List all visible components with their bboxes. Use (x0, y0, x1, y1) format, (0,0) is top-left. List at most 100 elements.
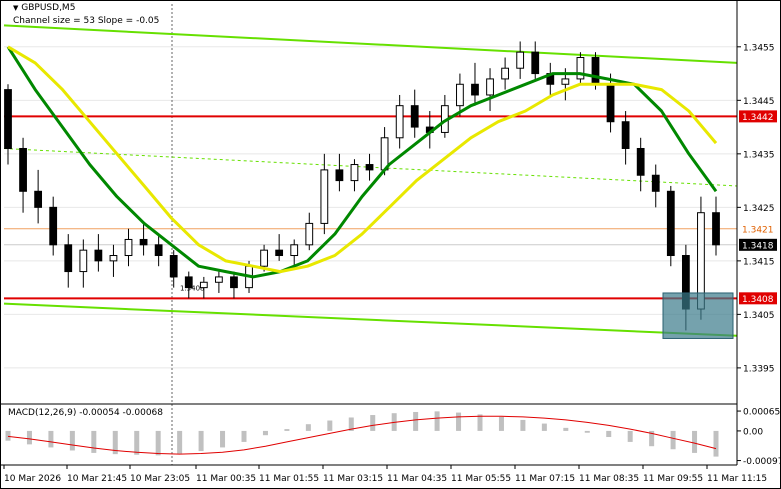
macd-histogram-bar (155, 430, 161, 456)
candle-body (49, 206, 58, 246)
candle-body (154, 244, 163, 257)
macd-histogram-bar (498, 416, 504, 431)
candle-body (124, 238, 133, 257)
macd-histogram-bar (541, 423, 547, 431)
price-grid (4, 4, 737, 465)
level-annotation: 1.3408 (180, 284, 205, 292)
candle-body (305, 222, 314, 246)
price-level-tag (739, 292, 777, 305)
horizontal-levels: 1.3442 1.3408 1.3421 1.3418 1.3408 (4, 110, 777, 305)
time-tick-label: 11 Mar 07:15 (515, 474, 575, 484)
macd-panel: 0.00065 0.00 -0.00097 (0, 403, 781, 467)
candle-body (651, 174, 660, 192)
price-tick-label: 1.3395 (743, 364, 775, 374)
candle-body (260, 249, 268, 267)
candle-body (621, 121, 630, 149)
price-tick-label: 1.3455 (743, 43, 775, 53)
price-level-label: 1.3418 (742, 241, 774, 251)
candle-body (19, 147, 27, 192)
candle-body (576, 57, 585, 80)
macd-histogram-bar (649, 430, 655, 447)
time-tick-label: 11 Mar 03:15 (323, 474, 383, 484)
price-tick-label: 1.3435 (743, 150, 775, 160)
macd-histogram-bar (5, 430, 11, 441)
price-level-label: 1.3408 (742, 295, 774, 305)
price-axis: 1.3455 1.3445 1.3435 1.3425 1.3415 1.3405 1.33… (736, 0, 775, 465)
macd-histogram-bar (477, 414, 483, 431)
regression-channel (3, 24, 738, 337)
candle-body (79, 249, 88, 273)
macd-histogram-bar (262, 430, 268, 436)
macd-histogram-bar (520, 419, 526, 431)
time-axis: 10 Mar 2026 10 Mar 21:45 10 Mar 23:05 11 Ma… (0, 464, 767, 484)
macd-histogram-bar (48, 430, 54, 448)
candle-body (666, 190, 675, 257)
price-level-label: 1.3421 (742, 225, 774, 235)
moving-averages (6, 45, 718, 279)
support-zone-box (662, 292, 734, 339)
macd-histogram-bar (198, 430, 204, 452)
candle-body (109, 255, 118, 262)
green-ma-line (6, 45, 718, 279)
channel-line (3, 24, 738, 64)
macd-histogram-bar (348, 417, 354, 431)
price-level-tag (739, 238, 777, 251)
price-tick-label: 1.3425 (743, 204, 775, 214)
macd-histogram-bar (220, 430, 226, 448)
candle-body (591, 57, 600, 85)
candle-body (365, 164, 374, 171)
time-tick-label: 10 Mar 21:45 (67, 474, 127, 484)
yellow-ma-line (7, 45, 718, 274)
candle-body (184, 276, 193, 289)
symbol-label: GBPUSD,M5 (21, 3, 76, 13)
channel-line (3, 302, 738, 337)
candle-body (199, 281, 208, 289)
time-tick-label: 11 Mar 04:35 (387, 474, 447, 484)
candle-body (34, 190, 43, 208)
macd-histogram-bar (26, 430, 32, 445)
candle-body (290, 244, 299, 257)
candle-body (320, 169, 329, 224)
candle-body (712, 212, 720, 246)
candle-body (139, 238, 148, 246)
price-tick-label: 1.3415 (743, 257, 775, 267)
candle-body (471, 83, 479, 96)
time-tick-label: 11 Mar 00:35 (196, 474, 256, 484)
price-level-tag (739, 222, 777, 235)
time-tick-label: 10 Mar 23:05 (130, 474, 190, 484)
macd-histogram-bar (713, 430, 719, 457)
candle-body (456, 83, 464, 107)
macd-histogram-bar (284, 429, 290, 431)
macd-signal-line (7, 415, 717, 455)
symbol-title: ▼ GBPUSD,M5 (13, 3, 75, 13)
macd-tick-label: -0.00097 (743, 457, 781, 467)
macd-histogram-bar (563, 427, 569, 431)
candle-body (64, 244, 73, 273)
candle-body (501, 67, 509, 80)
macd-histogram-bar (413, 411, 419, 431)
time-tick-label: 11 Mar 08:35 (579, 474, 639, 484)
macd-histogram-bar (241, 430, 247, 442)
price-tick-label: 1.3445 (743, 97, 775, 107)
macd-histogram-bar (134, 430, 140, 455)
macd-histogram-bar (627, 430, 633, 442)
candle-body (636, 147, 645, 176)
price-level-tag (739, 110, 777, 123)
time-tick-label: 11 Mar 01:55 (259, 474, 319, 484)
candle-body (410, 105, 419, 128)
candle-body (275, 249, 284, 257)
macd-histogram-bar (584, 430, 590, 433)
candle-body (215, 276, 223, 283)
candle-body (395, 105, 404, 139)
time-tick-label: 11 Mar 11:15 (707, 474, 767, 484)
dropdown-triangle-icon[interactable]: ▼ (13, 4, 19, 12)
macd-histogram-bar (456, 412, 462, 431)
macd-tick-label: 0.00 (743, 427, 763, 437)
candle-body (230, 276, 238, 289)
candle-body (516, 51, 525, 69)
time-tick-label: 11 Mar 05:55 (451, 474, 511, 484)
macd-histogram-bar (606, 430, 612, 438)
candle-body (531, 51, 540, 75)
time-tick-label: 11 Mar 09:55 (643, 474, 703, 484)
